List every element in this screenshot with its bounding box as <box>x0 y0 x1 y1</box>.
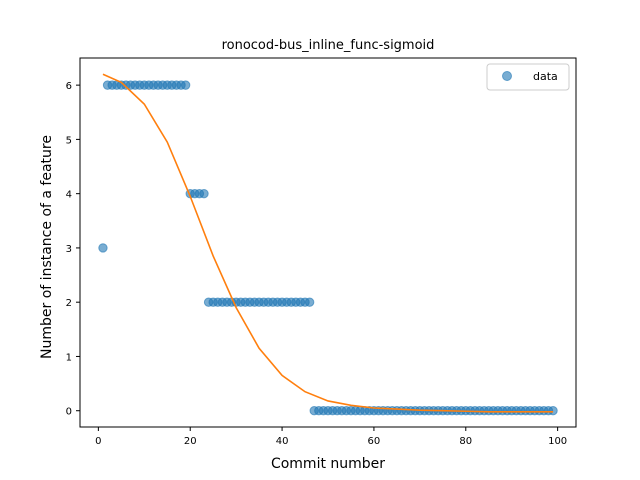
y-tick-label: 4 <box>66 190 72 201</box>
y-axis-label: Number of instance of a feature <box>39 135 55 359</box>
y-tick-label: 0 <box>66 407 72 418</box>
legend: data <box>486 63 570 91</box>
x-axis-label: Commit number <box>271 456 385 472</box>
data-point <box>199 188 209 199</box>
fit-curve <box>102 73 554 413</box>
plot-frame <box>79 57 577 428</box>
x-tick-label: 20 <box>184 436 197 447</box>
legend-marker <box>502 71 512 81</box>
y-tick-label: 3 <box>66 244 72 255</box>
chart-title: ronocod-bus_inline_func-sigmoid <box>222 38 435 53</box>
x-tick-label: 0 <box>95 436 101 447</box>
x-tick-label: 40 <box>276 436 289 447</box>
y-tick-label: 2 <box>66 298 72 309</box>
plot-area <box>79 57 577 428</box>
y-axis: 0 1 2 3 4 5 6 <box>66 81 80 418</box>
y-tick-label: 5 <box>66 135 72 146</box>
x-tick-label: 60 <box>368 436 381 447</box>
data-point <box>98 243 108 253</box>
legend-label: data <box>533 70 558 83</box>
data-point <box>304 297 315 307</box>
x-tick-label: 100 <box>548 436 567 447</box>
data-point <box>180 80 191 90</box>
x-axis: 0 20 40 60 80 100 <box>95 427 567 447</box>
data-point <box>548 406 558 416</box>
x-tick-label: 80 <box>459 436 472 447</box>
legend-frame <box>486 63 570 91</box>
y-tick-label: 6 <box>66 81 72 92</box>
y-tick-label: 1 <box>66 352 72 363</box>
